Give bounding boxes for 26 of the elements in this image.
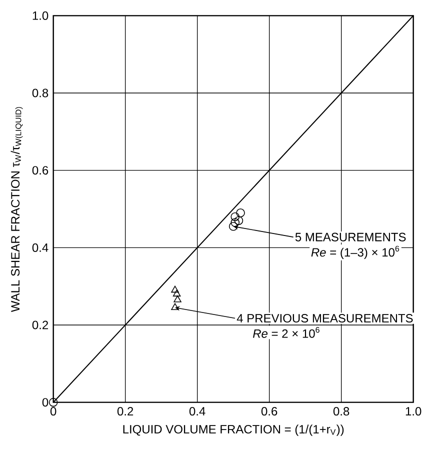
annotation: 5 MEASUREMENTS	[295, 232, 406, 242]
annotation: Re = (1–3) × 10$^{6}$	[311, 246, 400, 260]
annotation: Re = 2 × 10$^{6}$	[252, 327, 320, 338]
y-tick-label: 0.2	[32, 320, 48, 330]
y-axis-title: WALL SHEAR FRACTION τ$_{W}$/τ$_{W(LIQUID)}$	[10, 107, 23, 312]
x-axis-title: LIQUID VOLUME FRACTION = (1/(1+r$_{V}$))	[123, 424, 344, 436]
point	[174, 295, 182, 302]
point	[172, 290, 181, 296]
x-tick-label: 1.0	[406, 407, 422, 416]
y-tick-label: 0.8	[32, 88, 48, 98]
x-tick-label: 0.4	[189, 407, 206, 416]
x-tick-label: 0	[50, 407, 56, 416]
y-tick-label: 1.0	[32, 11, 48, 20]
point	[230, 212, 240, 222]
x-tick-label: 0.6	[261, 407, 278, 416]
x-tick-label: 0.2	[117, 407, 134, 416]
x-tick-label: 0.8	[333, 407, 350, 416]
annotation: 4 PREVIOUS MEASUREMENTS	[236, 314, 413, 323]
y-tick-label: 0	[42, 398, 48, 407]
point	[236, 208, 245, 218]
point	[230, 218, 240, 227]
point	[171, 286, 179, 293]
y-tick-label: 0.6	[32, 166, 48, 175]
point	[234, 216, 244, 225]
y-tick-label: 0.4	[32, 243, 48, 252]
point	[171, 303, 179, 310]
